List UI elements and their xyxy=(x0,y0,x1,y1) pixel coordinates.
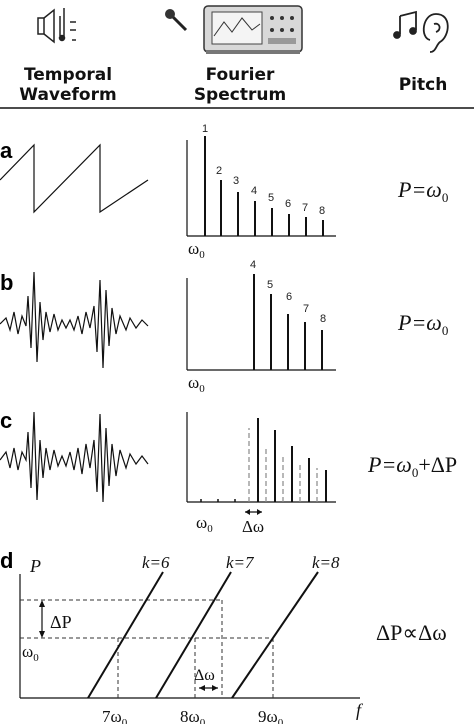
panel-d-line-k7 xyxy=(155,571,232,699)
panel-b-num-6: 6 xyxy=(286,291,292,303)
panel-a-num-4: 4 xyxy=(251,185,257,197)
header-pitch: Pitch xyxy=(399,75,448,95)
panel-c-delta-omega: Δω xyxy=(242,517,264,536)
panel-d-k6-label: k=6 xyxy=(142,553,170,572)
panel-d-deltaw-label: Δω xyxy=(194,667,215,684)
panel-c-omega: ω0 xyxy=(196,513,213,535)
panel-b-num-4: 4 xyxy=(250,259,256,271)
panel-a-equation: P=ω0 xyxy=(397,177,448,205)
panel-a-num-6: 6 xyxy=(285,198,291,210)
panel-d-xlabel: f xyxy=(356,700,364,720)
panel-c-equation: P=ω0+ΔP xyxy=(367,452,457,480)
panel-b-num-8: 8 xyxy=(320,313,326,325)
panel-b-num-5: 5 xyxy=(267,279,273,291)
panel-d-deltap-label: ΔP xyxy=(50,612,72,632)
panel-d-line-k6 xyxy=(87,571,164,699)
panel-a-num-8: 8 xyxy=(319,205,325,217)
panel-d-omega-label: ω0 xyxy=(22,642,39,664)
panel-a-waveform xyxy=(0,143,149,214)
panel-a-label: a xyxy=(0,138,13,163)
panel-b-spectrum: 4 5 6 7 8 ω0 xyxy=(186,259,336,395)
panel-a-omega: ω0 xyxy=(188,239,205,261)
panel-b-num-7: 7 xyxy=(303,303,309,315)
panel-c-spectrum: ω0 Δω xyxy=(186,412,336,536)
oscilloscope-microphone-icon xyxy=(165,5,303,54)
header-temporal-line1: Temporal xyxy=(24,65,112,85)
panel-d-ylabel: P xyxy=(29,556,41,576)
panel-a-num-7: 7 xyxy=(302,202,308,214)
panel-b-label: b xyxy=(0,270,13,295)
panel-c-waveform xyxy=(0,411,149,503)
panel-d-tick-9: 9ω0 xyxy=(258,707,284,724)
panel-a-num-5: 5 xyxy=(268,192,274,204)
panel-b-equation: P=ω0 xyxy=(397,310,448,338)
header-temporal-line2: Waveform xyxy=(19,85,116,105)
panel-a-num-2: 2 xyxy=(216,165,222,177)
panel-b-omega: ω0 xyxy=(188,373,205,395)
ear-music-icon xyxy=(393,10,449,53)
panel-c-label: c xyxy=(0,408,12,433)
panel-d-equation: ΔP∝Δω xyxy=(376,620,447,645)
panel-d-tick-8: 8ω0 xyxy=(180,707,206,724)
panel-a-num-3: 3 xyxy=(233,175,239,187)
panel-d-k7-label: k=7 xyxy=(226,553,255,572)
panel-d-graph: P f k=6 k=7 k=8 ΔP ω0 Δω 7ω0 8ω0 9ω0 xyxy=(19,553,364,724)
header-fourier-line2: Spectrum xyxy=(194,85,286,105)
panel-b-waveform xyxy=(0,271,149,369)
panel-d-tick-7: 7ω0 xyxy=(102,707,128,724)
panel-d-line-k8 xyxy=(231,571,319,699)
panel-d-label: d xyxy=(0,548,13,573)
panel-d-k8-label: k=8 xyxy=(312,553,340,572)
panel-a-num-1: 1 xyxy=(202,123,208,135)
header-fourier-line1: Fourier xyxy=(206,65,275,85)
panel-a-spectrum: 1 2 3 4 5 6 7 8 ω0 xyxy=(186,123,336,261)
speaker-note-icon xyxy=(37,8,76,44)
